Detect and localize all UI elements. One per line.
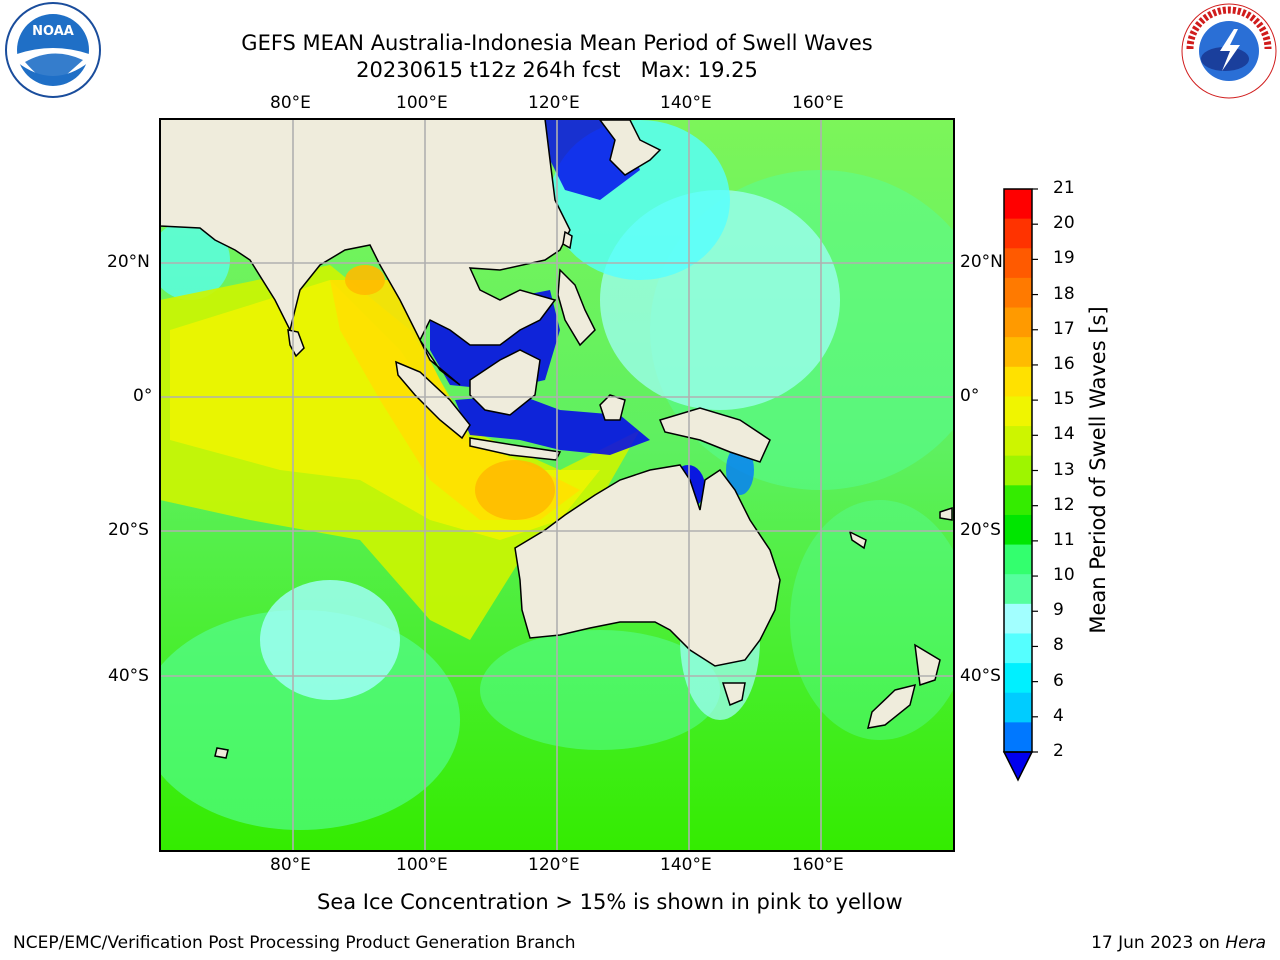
lon-tick-bottom: 80°E [270, 855, 311, 875]
colorbar-tick-label: 15 [1053, 389, 1075, 410]
colorbar-segment [1004, 366, 1032, 397]
colorbar-tick-label: 11 [1053, 529, 1075, 550]
lat-tick-right: 40°S [960, 666, 1001, 686]
colorbar-tick-label: 19 [1053, 248, 1075, 269]
lon-tick-top: 140°E [660, 93, 712, 113]
map-grid [160, 119, 954, 851]
noaa-logo-text: NOAA [32, 24, 74, 39]
colorbar-tick-label: 18 [1053, 283, 1075, 304]
footer-date: 17 Jun 2023 on Hera [1091, 933, 1266, 953]
lon-tick-bottom: 160°E [792, 855, 844, 875]
lon-tick-bottom: 140°E [660, 855, 712, 875]
colorbar-segment [1004, 277, 1032, 309]
colorbar-segment [1004, 455, 1032, 486]
colorbar-tick-label: 13 [1053, 459, 1075, 480]
chart-subtitle: 20230615 t12z 264h fcst Max: 19.25 [356, 58, 758, 82]
lat-tick-left: 0° [133, 386, 153, 406]
colorbar-segment [1004, 603, 1032, 634]
lon-tick-top: 80°E [270, 93, 311, 113]
lon-tick-top: 160°E [792, 93, 844, 113]
colorbar-tick-label: 20 [1053, 213, 1075, 234]
colorbar-tick-label: 10 [1053, 565, 1075, 586]
lat-tick-left: 40°S [108, 666, 149, 686]
colorbar-under-extend [1002, 751, 1034, 782]
colorbar-segment [1004, 544, 1032, 575]
footer-date-text: 17 Jun 2023 on [1091, 933, 1226, 953]
lat-tick-right: 0° [960, 386, 980, 406]
sea-ice-note-text: Sea Ice Concentration > 15% is shown in … [317, 890, 903, 914]
colorbar-segment [1004, 663, 1032, 694]
map-plot-area [160, 119, 954, 851]
colorbar-tick-label: 2 [1053, 741, 1064, 761]
footer-host: Hera [1225, 933, 1266, 953]
colorbar-tick-label: 6 [1053, 670, 1064, 691]
lat-tick-left: 20°S [108, 520, 149, 540]
colorbar-tick-label: 17 [1053, 318, 1075, 339]
colorbar-segment [1004, 485, 1032, 516]
colorbar-segment [1004, 307, 1032, 338]
colorbar-tick-label: 9 [1053, 600, 1064, 621]
colorbar-segment [1004, 574, 1032, 605]
colorbar [1002, 188, 1038, 782]
lon-tick-top: 100°E [396, 93, 448, 113]
colorbar-label: Mean Period of Swell Waves [s] [1086, 306, 1110, 634]
colorbar-tick-label: 21 [1053, 178, 1075, 198]
lat-tick-right: 20°S [960, 520, 1001, 540]
footer-credit: NCEP/EMC/Verification Post Processing Pr… [13, 933, 576, 953]
chart-title: GEFS MEAN Australia-Indonesia Mean Perio… [241, 31, 873, 55]
colorbar-segment [1004, 189, 1032, 220]
lat-tick-left: 20°N [107, 252, 150, 272]
colorbar-tick-label: 16 [1053, 353, 1075, 374]
colorbar-segment [1004, 337, 1032, 368]
land [160, 119, 953, 759]
lon-tick-top: 120°E [528, 93, 580, 113]
colorbar-tick-label: 4 [1053, 705, 1064, 726]
colorbar-tick-label: 8 [1053, 635, 1064, 656]
colorbar-segment [1004, 396, 1032, 427]
colorbar-segment [1004, 248, 1032, 279]
colorbar-segment [1004, 426, 1032, 457]
lon-tick-bottom: 120°E [528, 855, 580, 875]
colorbar-segment [1004, 633, 1032, 664]
lon-tick-bottom: 100°E [396, 855, 448, 875]
colorbar-tick-label: 12 [1053, 494, 1075, 515]
map-frame [159, 118, 955, 852]
lat-tick-right: 20°N [960, 252, 1003, 272]
colorbar-segment [1004, 722, 1032, 753]
colorbar-tick-label: 14 [1053, 424, 1075, 445]
colorbar-segment [1004, 692, 1032, 723]
colorbar-segment [1004, 514, 1032, 546]
nws-logo [1181, 3, 1277, 99]
colorbar-segment [1004, 218, 1032, 249]
noaa-logo: NOAA [5, 2, 101, 98]
